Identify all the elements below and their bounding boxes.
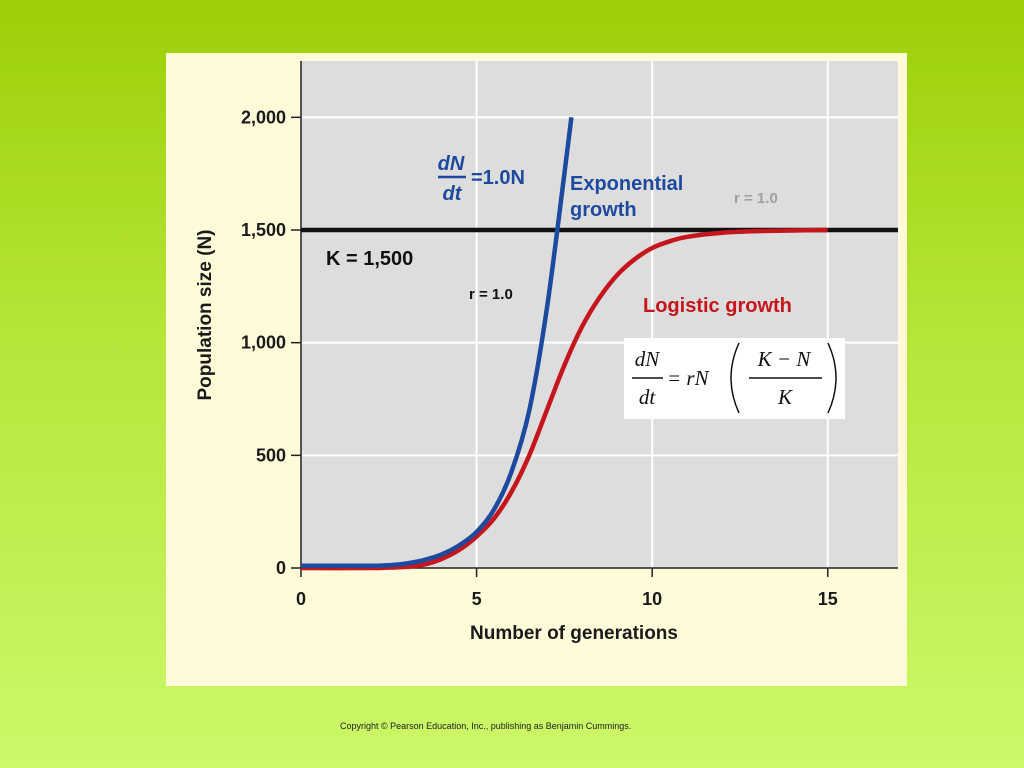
y-tick-label: 2,000 — [241, 107, 286, 127]
exponential-growth-line — [301, 117, 574, 568]
exponential-label-line1: Exponential — [570, 173, 683, 195]
log-eq-rhs-numerator: K − N — [757, 347, 812, 371]
x-axis-title: Number of generations — [470, 623, 678, 644]
y-axis-title: Population size (N) — [195, 230, 216, 401]
carrying-capacity-label: K = 1,500 — [326, 248, 413, 270]
exponential-equation: dN dt =1.0N — [438, 153, 525, 205]
x-tick-label: 0 — [296, 589, 306, 609]
y-axis-title-text: Population size (N) — [195, 230, 216, 401]
log-eq-left-paren — [730, 342, 740, 414]
log-eq-lhs-denominator: dt — [639, 385, 657, 409]
x-tick-label: 5 — [472, 589, 482, 609]
x-tick-label: 10 — [642, 589, 662, 609]
copyright-notice: Copyright © Pearson Education, Inc., pub… — [340, 721, 632, 731]
x-tick-label: 15 — [818, 589, 838, 609]
logistic-growth-line — [300, 227, 828, 571]
exp-eq-numerator: dN — [438, 153, 465, 175]
plot-area — [301, 61, 898, 568]
series-lines — [300, 117, 898, 571]
logistic-label: Logistic growth — [643, 295, 792, 317]
log-eq-lhs-numerator: dN — [635, 347, 661, 371]
log-eq-right-paren — [827, 342, 837, 414]
log-eq-rhs-denominator: K — [777, 385, 793, 409]
y-tick-label: 1,000 — [241, 333, 286, 353]
r-value-gray: r = 1.0 — [734, 190, 778, 207]
exponential-label-line2: growth — [570, 199, 637, 221]
exp-eq-denominator: dt — [443, 183, 463, 205]
r-value-black: r = 1.0 — [469, 286, 513, 303]
logistic-equation: dN dt = rN K − N K — [624, 338, 845, 419]
tick-labels: 0 500 1,000 1,500 2,000 0 5 10 15 — [241, 107, 838, 609]
log-eq-middle: = rN — [667, 366, 710, 390]
exp-eq-rhs: =1.0N — [471, 167, 525, 189]
y-tick-label: 500 — [256, 445, 286, 465]
y-tick-label: 1,500 — [241, 220, 286, 240]
population-growth-chart: 0 500 1,000 1,500 2,000 0 5 10 15 Number of gene… — [166, 53, 907, 686]
figure-card: 0 500 1,000 1,500 2,000 0 5 10 15 Number of gene… — [166, 53, 907, 731]
y-tick-label: 0 — [276, 558, 286, 578]
